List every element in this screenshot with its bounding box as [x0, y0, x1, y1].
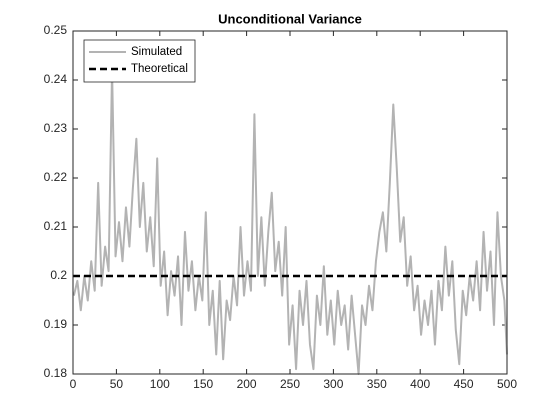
y-tick-label: 0.2: [50, 268, 67, 282]
x-tick-label: 400: [410, 377, 430, 391]
chart-title: Unconditional Variance: [218, 11, 362, 26]
y-tick-label: 0.22: [44, 170, 68, 184]
legend-label: Theoretical: [131, 63, 188, 75]
x-tick-label: 500: [497, 377, 517, 391]
plot-area: [73, 31, 507, 374]
y-tick-label: 0.19: [44, 317, 68, 331]
x-tick-label: 100: [150, 377, 170, 391]
y-tick-label: 0.25: [44, 23, 68, 37]
x-tick-label: 350: [367, 377, 387, 391]
y-tick-label: 0.21: [44, 219, 68, 233]
x-tick-label: 0: [70, 377, 77, 391]
y-tick-label: 0.23: [44, 121, 68, 135]
legend-label: Simulated: [131, 46, 182, 58]
x-tick-label: 150: [193, 377, 213, 391]
x-tick-label: 200: [237, 377, 257, 391]
x-tick-label: 450: [454, 377, 474, 391]
y-tick-label: 0.18: [44, 366, 68, 380]
y-tick-label: 0.24: [44, 72, 68, 86]
legend-box: [83, 39, 196, 83]
axes-box: [72, 30, 508, 375]
x-tick-label: 300: [323, 377, 343, 391]
x-tick-label: 50: [110, 377, 124, 391]
series-line: [72, 69, 508, 375]
x-tick-label: 250: [280, 377, 300, 391]
